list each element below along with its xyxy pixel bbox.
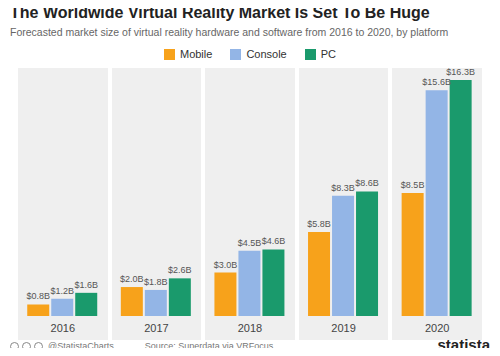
svg-text:2019: 2019 [331, 322, 355, 334]
svg-text:$2.6B: $2.6B [168, 265, 192, 275]
svg-text:$3.0B: $3.0B [214, 260, 238, 270]
svg-text:$8.3B: $8.3B [331, 183, 355, 193]
svg-text:2016: 2016 [51, 322, 75, 334]
svg-text:$8.5B: $8.5B [401, 180, 425, 190]
svg-text:$8.6B: $8.6B [355, 178, 379, 188]
svg-text:$1.6B: $1.6B [74, 280, 98, 290]
svg-text:2017: 2017 [144, 322, 168, 334]
html-text:Mobile: Mobile [180, 48, 213, 60]
svg-text:$1.8B: $1.8B [144, 277, 168, 287]
svg-text:$4.6B: $4.6B [262, 236, 286, 246]
html-text:@StatistaCharts: @StatistaCharts [48, 341, 114, 351]
svg-text:2018: 2018 [238, 322, 262, 334]
svg-text:$16.3B: $16.3B [446, 68, 475, 77]
svg-text:$0.8B: $0.8B [26, 291, 50, 301]
html-text:PC: PC [320, 48, 336, 60]
svg-text:$15.6B: $15.6B [422, 77, 451, 87]
svg-text:$4.5B: $4.5B [238, 238, 262, 248]
svg-text:$2.0B: $2.0B [120, 274, 144, 284]
html-text:Source: Superdata via VRFocus: Source: Superdata via VRFocus [144, 341, 274, 351]
svg-text:$5.8B: $5.8B [307, 219, 331, 229]
svg-text:$1.2B: $1.2B [50, 286, 74, 296]
html-text:Forecasted market size of virt: Forecasted market size of virtual realit… [10, 26, 449, 38]
html-text:The Worldwide Virtual Reality: The Worldwide Virtual Reality Market Is … [10, 4, 430, 21]
html-text:Console: Console [246, 48, 287, 60]
svg-text:2020: 2020 [425, 322, 449, 334]
html-text:statista: statista [437, 336, 490, 353]
